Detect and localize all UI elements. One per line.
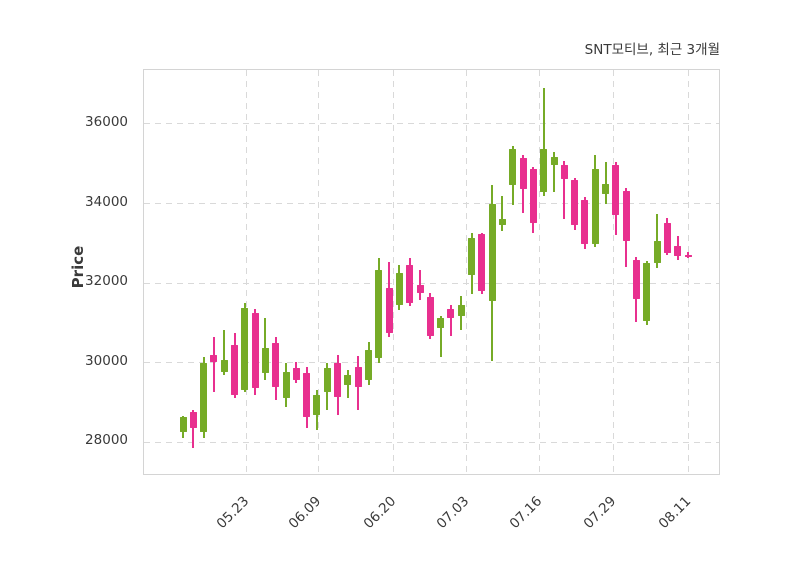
h-gridline xyxy=(144,123,719,125)
candle-body-up xyxy=(540,149,548,192)
candle-body-up xyxy=(457,304,465,317)
y-tick-label: 30000 xyxy=(85,352,128,369)
candle-body-up xyxy=(179,416,187,433)
candle-body-up xyxy=(498,218,506,226)
candle-body-up xyxy=(437,318,445,328)
candle-body-down xyxy=(571,180,579,226)
candle-body-down xyxy=(426,296,434,336)
candle-body-down xyxy=(519,158,527,190)
candle-body-down xyxy=(354,366,362,387)
candle-body-up xyxy=(313,395,321,415)
candle-wick-down xyxy=(192,410,195,448)
y-tick-label: 32000 xyxy=(85,273,128,290)
h-gridline xyxy=(144,362,719,364)
candle-body-down xyxy=(334,363,342,397)
candle-body-down xyxy=(231,345,239,396)
v-gridline xyxy=(538,70,540,474)
candle-body-down xyxy=(663,222,671,253)
candle-wick-up xyxy=(501,195,504,232)
candle-body-up xyxy=(365,349,372,380)
candle-wick-up xyxy=(553,152,556,192)
candle-body-down xyxy=(292,368,300,380)
v-gridline xyxy=(612,70,614,474)
v-gridline xyxy=(317,70,319,474)
candle-body-up xyxy=(220,360,228,372)
candle-body-up xyxy=(509,149,517,185)
candle-body-up xyxy=(653,240,661,263)
candle-wick-up xyxy=(439,315,442,357)
v-gridline xyxy=(687,70,689,474)
candle-body-up xyxy=(282,371,290,399)
candle-wick-down xyxy=(563,160,566,219)
candle-body-down xyxy=(272,343,280,387)
candle-body-up xyxy=(468,238,476,276)
candle-body-down xyxy=(622,191,630,241)
v-gridline xyxy=(392,70,394,474)
candle-body-down xyxy=(251,313,259,389)
h-gridline xyxy=(144,282,719,284)
candle-body-down xyxy=(189,411,197,429)
candle-wick-up xyxy=(656,214,659,268)
candle-body-down xyxy=(529,169,537,224)
y-tick-label: 28000 xyxy=(85,432,128,449)
x-tick-label: 05.23 xyxy=(214,493,253,532)
candle-body-up xyxy=(241,308,249,390)
candle-body-up xyxy=(550,156,558,166)
candle-body-up xyxy=(395,273,403,305)
candle-body-up xyxy=(643,262,651,321)
chart-title: SNT모티브, 최근 3개월 xyxy=(584,42,720,58)
candle-body-down xyxy=(632,260,640,299)
y-tick-label: 36000 xyxy=(85,113,128,130)
candle-wick-down xyxy=(212,336,215,392)
x-tick-label: 07.16 xyxy=(507,493,546,532)
candle-body-down xyxy=(478,233,486,292)
candle-wick-up xyxy=(223,329,226,375)
candle-body-down xyxy=(684,255,692,258)
x-tick-label: 07.03 xyxy=(434,493,473,532)
v-gridline xyxy=(465,70,467,474)
candle-body-down xyxy=(581,199,589,244)
candle-body-up xyxy=(344,374,352,386)
h-gridline xyxy=(144,203,719,204)
candle-wick-up xyxy=(542,88,545,196)
x-tick-label: 07.29 xyxy=(581,493,620,532)
x-tick-label: 08.11 xyxy=(656,493,695,532)
candle-body-up xyxy=(375,269,383,359)
candle-body-up xyxy=(261,348,269,374)
h-gridline xyxy=(144,441,719,443)
plot-area xyxy=(143,69,720,475)
y-axis-label: Price xyxy=(69,245,87,289)
candle-wick-down xyxy=(687,252,689,259)
candle-body-up xyxy=(591,168,599,244)
candle-wick-down xyxy=(419,269,422,301)
y-tick-label: 34000 xyxy=(85,193,128,210)
x-tick-label: 06.20 xyxy=(361,493,400,532)
candle-body-down xyxy=(612,165,620,216)
candle-body-down xyxy=(385,288,393,334)
candle-body-down xyxy=(210,354,218,362)
v-gridline xyxy=(245,70,247,474)
candle-body-down xyxy=(406,265,414,304)
candle-wick-down xyxy=(449,304,452,337)
candle-body-down xyxy=(447,309,455,318)
candle-wick-up xyxy=(604,162,607,204)
candle-body-up xyxy=(602,183,610,194)
candle-body-up xyxy=(323,368,331,392)
candle-body-down xyxy=(560,165,568,179)
x-tick-label: 06.09 xyxy=(286,493,325,532)
candle-body-up xyxy=(488,203,496,301)
candle-body-down xyxy=(303,373,311,417)
candle-body-up xyxy=(200,363,208,432)
candle-body-down xyxy=(416,285,424,293)
candle-body-down xyxy=(674,246,682,256)
